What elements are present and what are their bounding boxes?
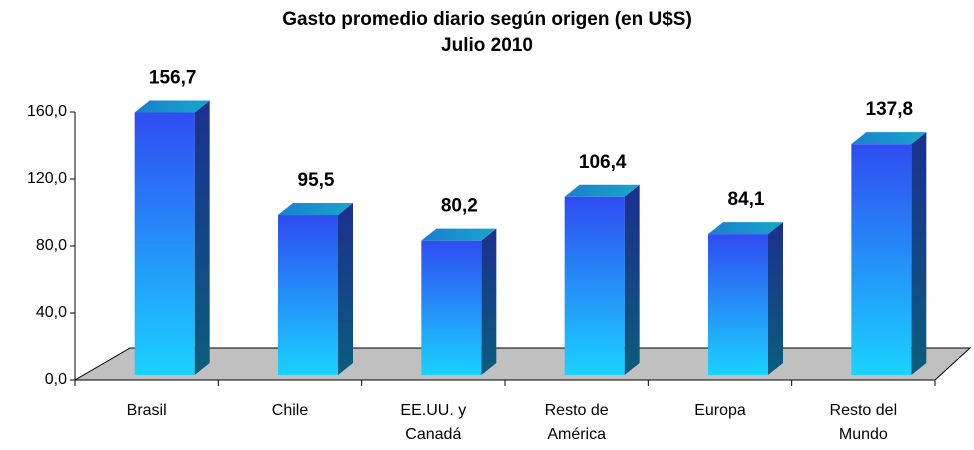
x-tick-label: Resto del Mundo [829,402,898,443]
bar [421,228,497,375]
bar-front [421,240,482,375]
bar [564,184,640,375]
value-label: 137,8 [866,99,914,120]
x-tick-label: Resto de América [544,402,609,443]
bar-top [278,203,353,216]
bar-front [851,144,912,375]
y-tick-label: 0,0 [45,371,67,388]
bar-top [421,228,497,241]
x-tick-label: Europa [694,402,746,419]
bar-front [134,112,195,375]
value-label: 156,7 [149,68,197,89]
bar-side [194,100,210,375]
bar [708,222,783,375]
bar-side [338,203,353,375]
value-label: 106,4 [579,152,627,173]
bar [278,203,353,375]
bar-front [564,196,625,375]
bar-top [851,132,927,145]
x-tick-label: EE.UU. y Canadá [400,402,467,443]
bar-side [624,184,640,375]
x-tick-label: Chile [271,402,309,419]
value-label: 95,5 [298,170,335,191]
y-tick-label: 160,0 [27,103,67,120]
bar-top [134,100,210,113]
bar [134,100,210,375]
value-label: 84,1 [728,189,765,210]
bar-top [708,222,783,235]
bar [851,132,927,375]
bar-front [278,215,338,375]
bar-top [564,184,640,197]
y-tick-label: 40,0 [36,304,67,321]
chart-title: Gasto promedio diario según origen (en U… [282,9,692,30]
bar-side [768,222,783,375]
bar-front [708,234,768,375]
chart-subtitle: Julio 2010 [441,35,533,56]
y-tick-label: 80,0 [36,237,67,254]
x-tick-label: Brasil [126,402,167,419]
bar-side [911,132,927,375]
value-label: 80,2 [441,196,478,217]
y-tick-label: 120,0 [27,170,67,187]
bar-side [481,228,497,375]
